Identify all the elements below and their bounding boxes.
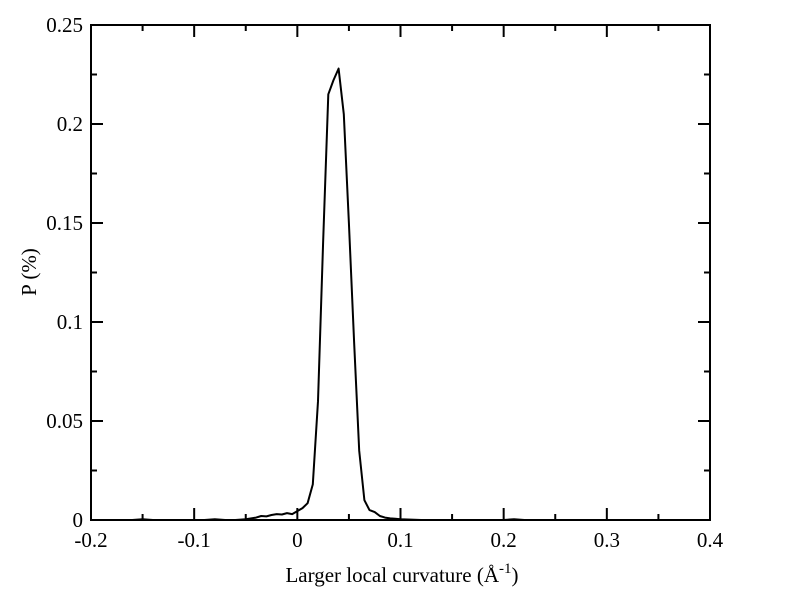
series-line xyxy=(91,67,710,521)
x-axis-title: Larger local curvature (Å-1) xyxy=(285,561,518,587)
x-tick-label: -0.1 xyxy=(178,528,211,552)
x-tick-label: 0 xyxy=(292,528,303,552)
y-tick-label: 0.1 xyxy=(57,310,83,334)
x-tick-label: 0.1 xyxy=(387,528,413,552)
x-axis-title-suffix: ) xyxy=(512,563,519,587)
y-tick-label: 0 xyxy=(73,508,84,532)
x-tick-label: 0.2 xyxy=(491,528,517,552)
y-axis-title: P (%) xyxy=(17,248,41,296)
x-tick-label: 0.4 xyxy=(697,528,724,552)
x-axis-title-main: Larger local curvature (Å xyxy=(285,563,499,587)
y-axis-ticks: 0 0.05 0.1 0.15 0.2 0.25 xyxy=(46,13,710,532)
x-tick-label: -0.2 xyxy=(74,528,107,552)
x-axis-title-superscript: -1 xyxy=(499,561,512,577)
y-tick-label: 0.2 xyxy=(57,112,83,136)
x-axis-ticks: -0.2 -0.1 0 0.1 0.2 0.3 0.4 xyxy=(74,25,724,552)
y-tick-label: 0.15 xyxy=(46,211,83,235)
x-tick-label: 0.3 xyxy=(594,528,620,552)
y-tick-label: 0.25 xyxy=(46,13,83,37)
y-tick-label: 0.05 xyxy=(46,409,83,433)
